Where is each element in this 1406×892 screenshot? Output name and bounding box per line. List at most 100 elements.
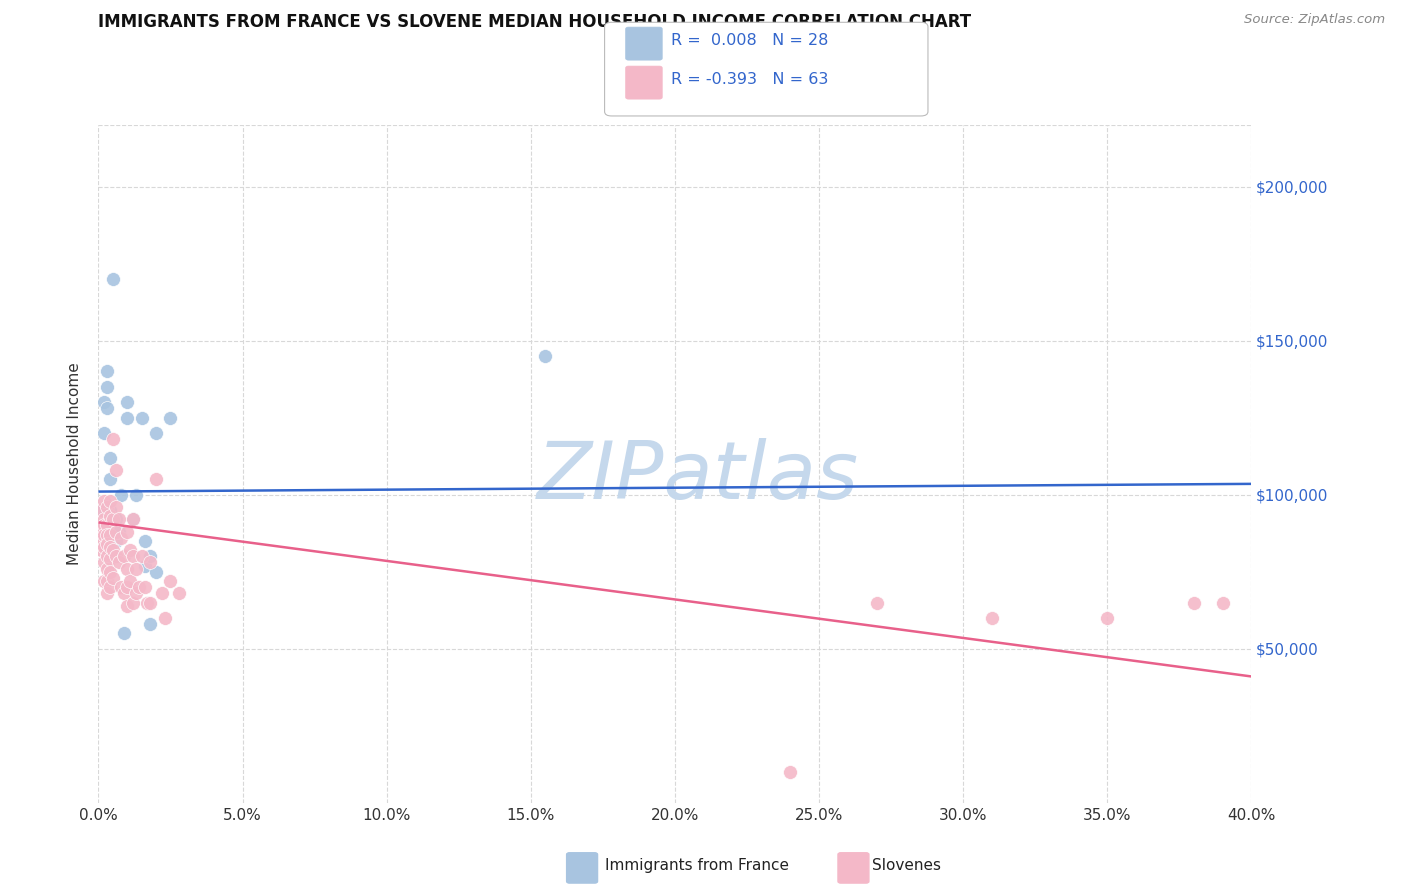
Point	[110, 580, 132, 594]
Point	[96, 401, 118, 416]
Point	[145, 472, 167, 486]
Point	[101, 543, 124, 558]
Point	[117, 524, 139, 539]
Point	[98, 527, 121, 541]
Point	[101, 272, 124, 286]
Point	[134, 558, 156, 573]
Point	[153, 611, 176, 625]
Point	[110, 531, 132, 545]
Text: ZIPatlas: ZIPatlas	[537, 438, 859, 516]
Point	[96, 527, 118, 541]
Point	[117, 561, 139, 575]
Point	[122, 595, 145, 609]
Text: R =  0.008   N = 28: R = 0.008 N = 28	[671, 33, 828, 48]
Point	[96, 500, 118, 514]
Point	[112, 586, 135, 600]
Point	[93, 574, 115, 588]
Point	[159, 574, 181, 588]
Point	[96, 364, 118, 378]
Point	[139, 595, 162, 609]
Point	[104, 549, 127, 564]
Point	[112, 626, 135, 640]
Point	[96, 574, 118, 588]
Point	[128, 580, 150, 594]
Point	[93, 425, 115, 440]
Point	[96, 537, 118, 551]
Y-axis label: Median Household Income: Median Household Income	[67, 362, 83, 566]
Text: Immigrants from France: Immigrants from France	[605, 858, 789, 872]
Point	[122, 512, 145, 526]
Point	[134, 533, 156, 548]
Point	[93, 493, 115, 508]
Point	[1212, 595, 1234, 609]
Text: IMMIGRANTS FROM FRANCE VS SLOVENE MEDIAN HOUSEHOLD INCOME CORRELATION CHART: IMMIGRANTS FROM FRANCE VS SLOVENE MEDIAN…	[98, 13, 972, 31]
Point	[104, 512, 127, 526]
Point	[120, 543, 142, 558]
Point	[1097, 611, 1119, 625]
Point	[98, 450, 121, 465]
Point	[125, 488, 148, 502]
Point	[98, 472, 121, 486]
Point	[93, 556, 115, 570]
Point	[145, 425, 167, 440]
Point	[107, 512, 129, 526]
Point	[93, 527, 115, 541]
Point	[107, 524, 129, 539]
Point	[98, 509, 121, 524]
Point	[104, 463, 127, 477]
Point	[101, 512, 124, 526]
Point	[101, 571, 124, 585]
Point	[139, 617, 162, 632]
Point	[112, 549, 135, 564]
Point	[107, 556, 129, 570]
Point	[159, 410, 181, 425]
Point	[139, 549, 162, 564]
Point	[125, 586, 148, 600]
Point	[93, 540, 115, 554]
Point	[96, 586, 118, 600]
Point	[779, 764, 801, 779]
Point	[96, 549, 118, 564]
Point	[110, 488, 132, 502]
Point	[90, 503, 112, 517]
Point	[93, 395, 115, 409]
Point	[101, 432, 124, 446]
Point	[93, 518, 115, 533]
Text: R = -0.393   N = 63: R = -0.393 N = 63	[671, 72, 828, 87]
Point	[104, 500, 127, 514]
Point	[131, 549, 153, 564]
Point	[534, 349, 557, 363]
Point	[96, 561, 118, 575]
Point	[136, 595, 159, 609]
Point	[98, 565, 121, 579]
Point	[98, 552, 121, 566]
Point	[117, 599, 139, 613]
Point	[90, 533, 112, 548]
Text: Source: ZipAtlas.com: Source: ZipAtlas.com	[1244, 13, 1385, 27]
Point	[98, 540, 121, 554]
Text: Slovenes: Slovenes	[872, 858, 941, 872]
Point	[104, 533, 127, 548]
Point	[866, 595, 889, 609]
Point	[139, 556, 162, 570]
Point	[104, 524, 127, 539]
Point	[125, 561, 148, 575]
Point	[1182, 595, 1205, 609]
Point	[167, 586, 190, 600]
Point	[93, 512, 115, 526]
Point	[96, 380, 118, 394]
Point	[98, 493, 121, 508]
Point	[117, 580, 139, 594]
Point	[122, 549, 145, 564]
Point	[145, 565, 167, 579]
Point	[117, 395, 139, 409]
Point	[122, 512, 145, 526]
Point	[98, 580, 121, 594]
Point	[134, 580, 156, 594]
Point	[131, 410, 153, 425]
Point	[90, 524, 112, 539]
Point	[120, 574, 142, 588]
Point	[117, 410, 139, 425]
Point	[90, 543, 112, 558]
Point	[150, 586, 173, 600]
